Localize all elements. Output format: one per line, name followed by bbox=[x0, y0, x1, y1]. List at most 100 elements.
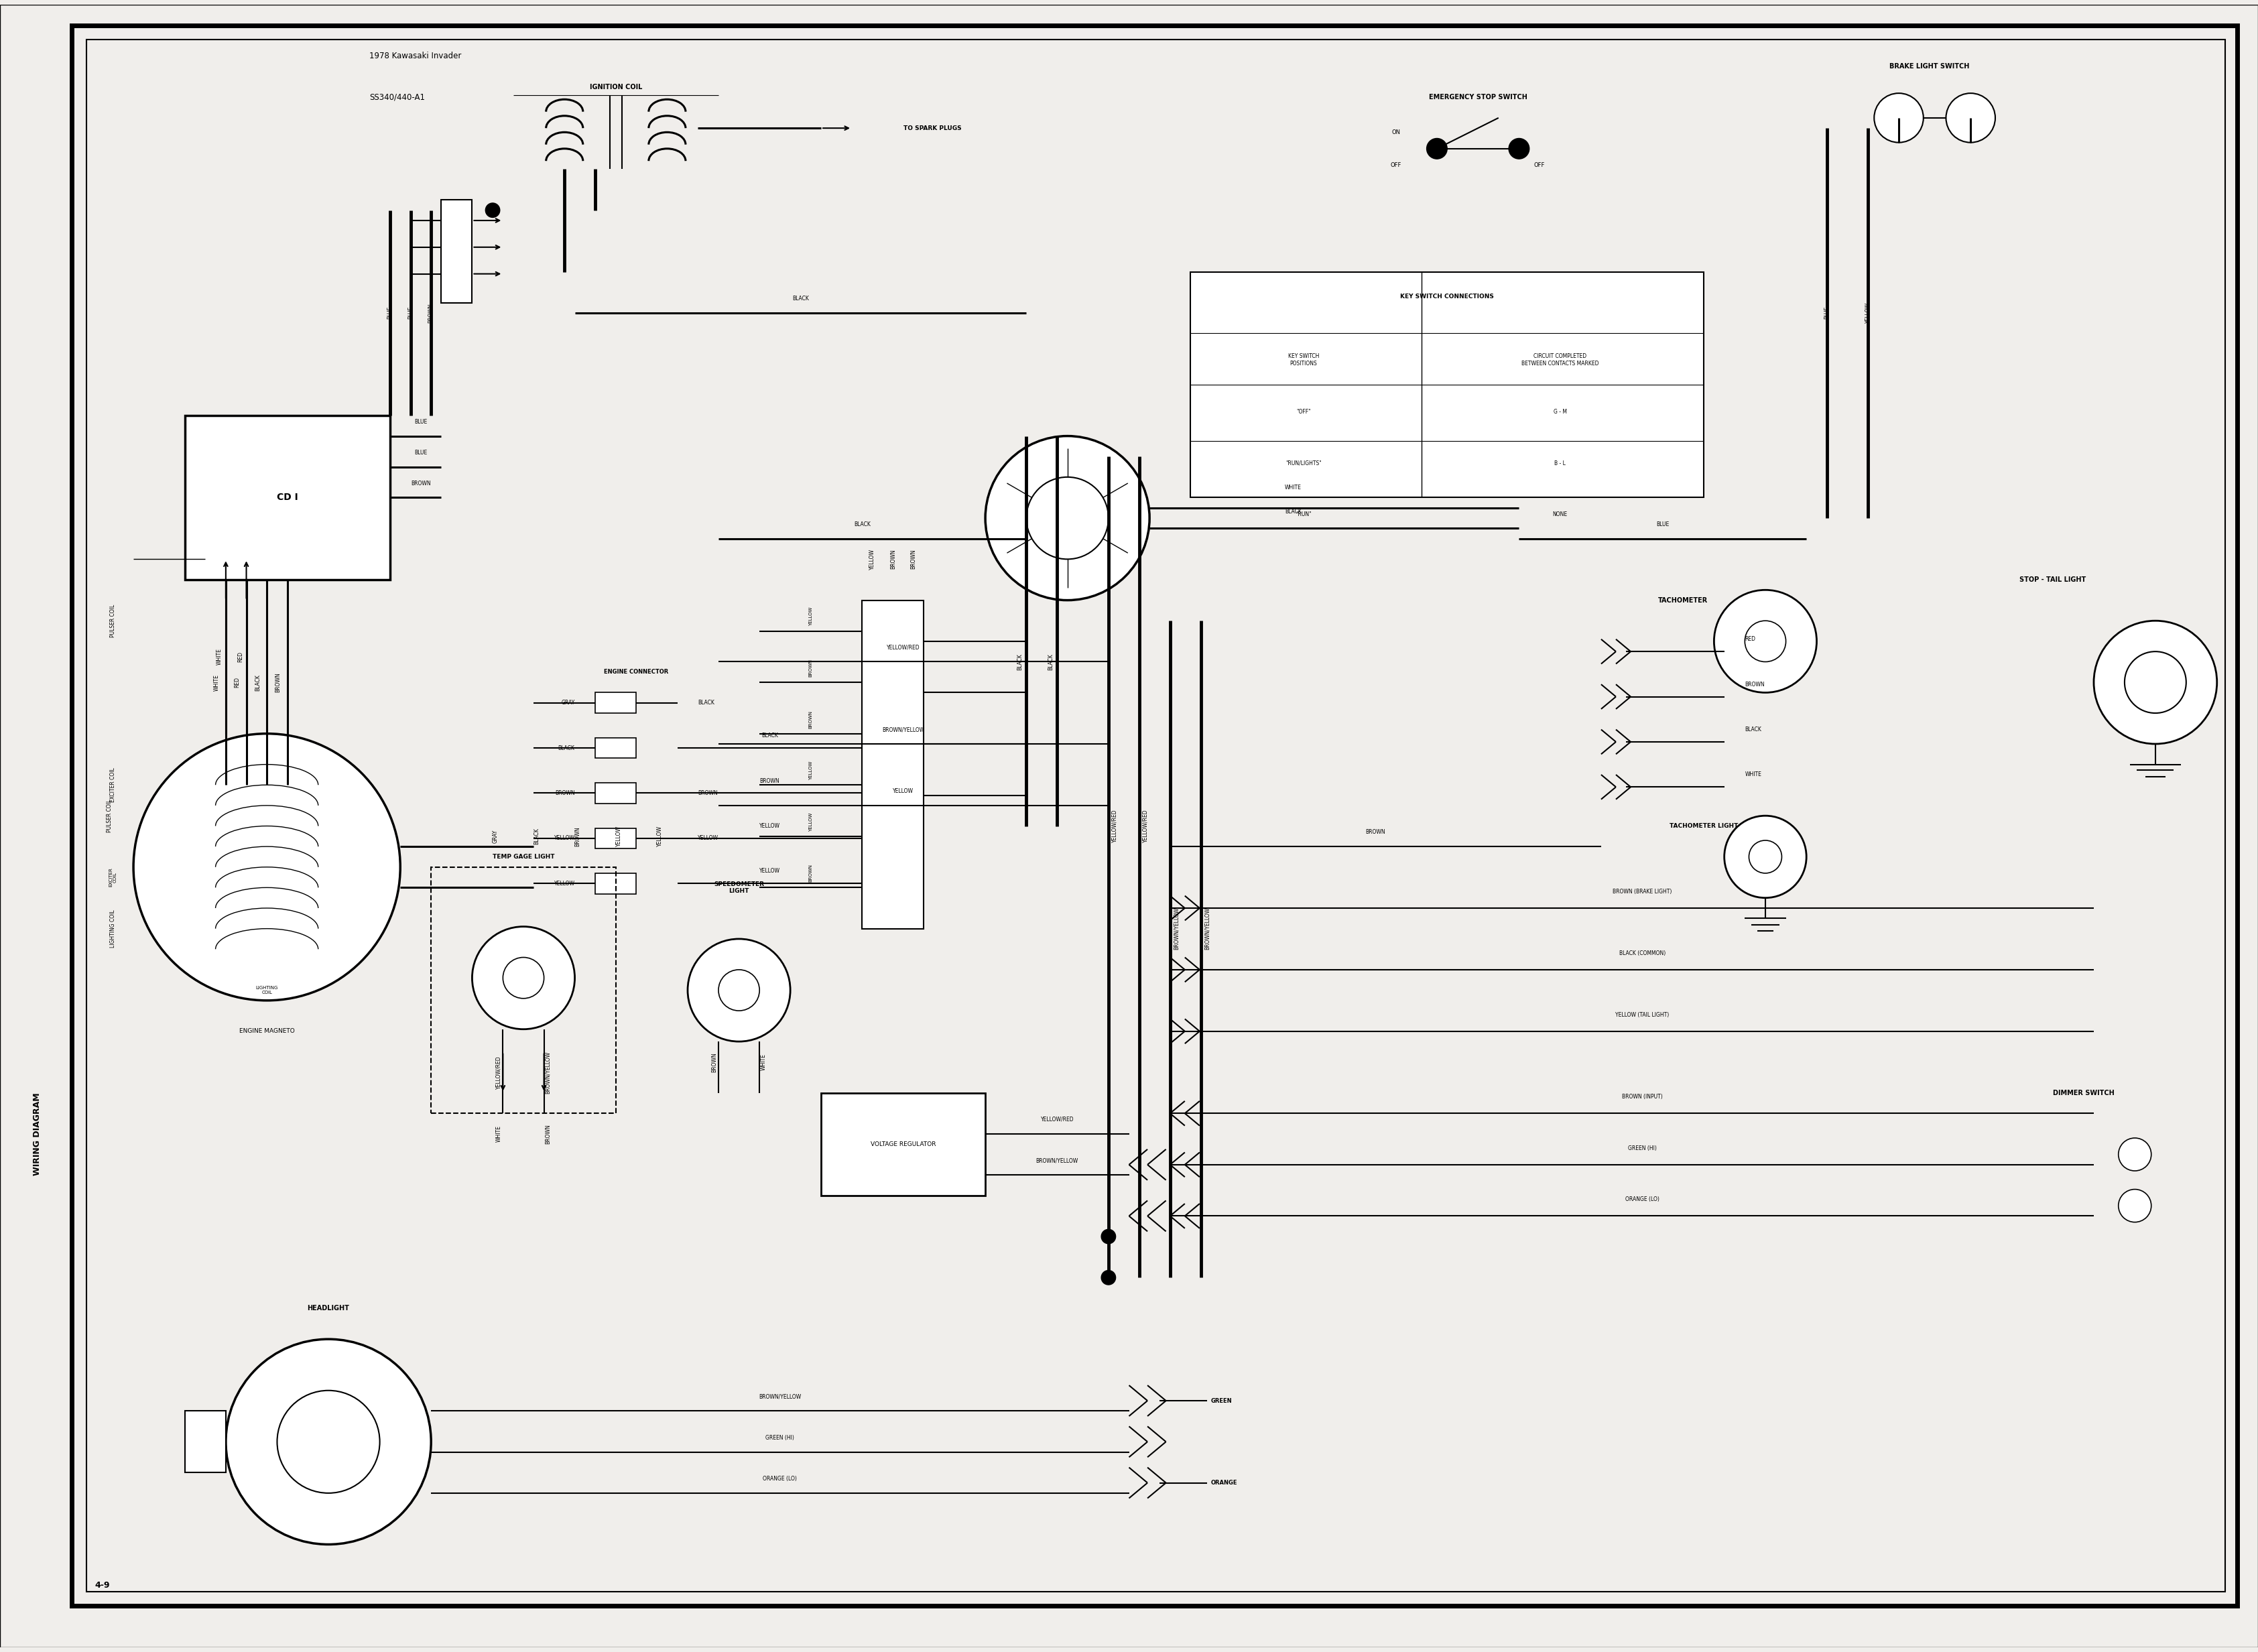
Text: CD I: CD I bbox=[278, 492, 298, 502]
Text: GRAY: GRAY bbox=[562, 700, 576, 705]
Circle shape bbox=[1874, 93, 1924, 142]
Bar bbox=[596, 783, 637, 803]
Circle shape bbox=[984, 436, 1149, 600]
Text: YELLOW: YELLOW bbox=[808, 813, 813, 831]
Text: SPEEDOMETER
LIGHT: SPEEDOMETER LIGHT bbox=[714, 881, 763, 894]
Text: HEADLIGHT: HEADLIGHT bbox=[307, 1305, 350, 1312]
Bar bbox=[1190, 273, 1705, 497]
Text: YELLOW: YELLOW bbox=[869, 548, 876, 570]
Circle shape bbox=[2093, 621, 2217, 743]
Text: G - M: G - M bbox=[1554, 408, 1567, 415]
Text: PULSER COIL: PULSER COIL bbox=[111, 605, 115, 638]
Text: BLACK: BLACK bbox=[761, 733, 779, 738]
Circle shape bbox=[278, 1391, 379, 1493]
Text: RED: RED bbox=[235, 677, 239, 687]
Text: ON: ON bbox=[1391, 129, 1400, 135]
Circle shape bbox=[1508, 139, 1529, 159]
Text: BLACK: BLACK bbox=[1745, 727, 1761, 732]
Text: BROWN: BROWN bbox=[1745, 681, 1766, 687]
Circle shape bbox=[689, 938, 790, 1041]
Bar bbox=[822, 1094, 984, 1196]
Text: BROWN/YELLOW: BROWN/YELLOW bbox=[1036, 1158, 1079, 1163]
Text: BROWN: BROWN bbox=[808, 659, 813, 677]
Text: BROWN: BROWN bbox=[761, 778, 779, 783]
Circle shape bbox=[2125, 651, 2186, 714]
Text: BROWN: BROWN bbox=[808, 864, 813, 882]
Text: BLACK: BLACK bbox=[854, 522, 872, 527]
Text: TEMP GAGE LIGHT: TEMP GAGE LIGHT bbox=[492, 854, 555, 859]
Text: RED: RED bbox=[237, 651, 244, 662]
Text: BROWN: BROWN bbox=[576, 826, 580, 846]
Text: YELLOW: YELLOW bbox=[657, 826, 664, 847]
Text: BROWN/YELLOW: BROWN/YELLOW bbox=[544, 1051, 551, 1094]
Text: BROWN/YELLOW: BROWN/YELLOW bbox=[883, 727, 924, 732]
Circle shape bbox=[1745, 621, 1786, 662]
Text: GREEN: GREEN bbox=[1210, 1398, 1233, 1404]
Circle shape bbox=[1750, 841, 1782, 874]
Text: YELLOW: YELLOW bbox=[553, 881, 576, 887]
Text: BROWN: BROWN bbox=[555, 790, 576, 796]
Circle shape bbox=[1714, 590, 1818, 692]
Circle shape bbox=[1946, 93, 1996, 142]
Text: BLACK: BLACK bbox=[793, 296, 808, 302]
Circle shape bbox=[718, 970, 759, 1011]
Text: ORANGE: ORANGE bbox=[1210, 1480, 1237, 1485]
Text: YELLOW: YELLOW bbox=[759, 869, 781, 874]
Text: ENGINE CONNECTOR: ENGINE CONNECTOR bbox=[605, 669, 668, 676]
Text: YELLOW: YELLOW bbox=[1865, 302, 1872, 324]
Bar bbox=[185, 1411, 226, 1472]
Text: BROWN/YELLOW: BROWN/YELLOW bbox=[1174, 907, 1179, 950]
Text: BLUE: BLUE bbox=[415, 449, 427, 456]
Bar bbox=[431, 867, 616, 1113]
Text: PULSER COIL: PULSER COIL bbox=[106, 800, 113, 833]
Text: WHITE: WHITE bbox=[1285, 484, 1301, 491]
Text: TACHOMETER LIGHT: TACHOMETER LIGHT bbox=[1669, 823, 1739, 829]
Text: WHITE: WHITE bbox=[217, 648, 224, 666]
Text: WHITE: WHITE bbox=[497, 1125, 501, 1142]
Text: BLUE: BLUE bbox=[1824, 306, 1829, 319]
Bar bbox=[863, 600, 924, 928]
Text: KEY SWITCH
POSITIONS: KEY SWITCH POSITIONS bbox=[1287, 354, 1319, 367]
Circle shape bbox=[2118, 1189, 2152, 1222]
Text: IGNITION COIL: IGNITION COIL bbox=[589, 84, 641, 91]
Text: BROWN: BROWN bbox=[429, 302, 434, 322]
Text: CIRCUIT COMPLETED
BETWEEN CONTACTS MARKED: CIRCUIT COMPLETED BETWEEN CONTACTS MARKE… bbox=[1522, 354, 1599, 367]
Text: YELLOW/RED: YELLOW/RED bbox=[1111, 809, 1118, 843]
Circle shape bbox=[1027, 477, 1109, 558]
Text: OFF: OFF bbox=[1391, 162, 1402, 169]
Circle shape bbox=[1102, 1229, 1115, 1244]
Text: ENGINE MAGNETO: ENGINE MAGNETO bbox=[239, 1028, 294, 1034]
Text: YELLOW/RED: YELLOW/RED bbox=[887, 644, 919, 651]
Text: YELLOW: YELLOW bbox=[698, 836, 718, 841]
Text: "RUN": "RUN" bbox=[1296, 512, 1312, 517]
Text: BROWN: BROWN bbox=[544, 1123, 551, 1143]
Text: DIMMER SWITCH: DIMMER SWITCH bbox=[2053, 1089, 2113, 1097]
Text: YELLOW/RED: YELLOW/RED bbox=[1041, 1117, 1075, 1123]
Text: WHITE: WHITE bbox=[761, 1054, 768, 1070]
Text: EXCITER COIL: EXCITER COIL bbox=[111, 768, 115, 803]
Text: BROWN: BROWN bbox=[808, 710, 813, 729]
Text: BLACK: BLACK bbox=[1048, 654, 1054, 671]
Text: YELLOW: YELLOW bbox=[759, 823, 781, 829]
Text: YELLOW: YELLOW bbox=[553, 836, 576, 841]
Text: EMERGENCY STOP SWITCH: EMERGENCY STOP SWITCH bbox=[1429, 94, 1526, 101]
Text: RED: RED bbox=[1745, 636, 1754, 643]
Text: ORANGE (LO): ORANGE (LO) bbox=[763, 1475, 797, 1482]
Text: BLACK: BLACK bbox=[1285, 509, 1301, 515]
Text: BROWN: BROWN bbox=[910, 548, 917, 568]
Text: "RUN/LIGHTS": "RUN/LIGHTS" bbox=[1285, 461, 1321, 466]
Text: BLACK: BLACK bbox=[1016, 654, 1023, 671]
Text: BLUE: BLUE bbox=[415, 418, 427, 425]
Text: 1978 Kawasaki Invader: 1978 Kawasaki Invader bbox=[370, 51, 461, 61]
Circle shape bbox=[472, 927, 576, 1029]
Text: WHITE: WHITE bbox=[215, 674, 219, 691]
Text: "OFF": "OFF" bbox=[1296, 408, 1310, 415]
Bar bbox=[185, 416, 391, 580]
Circle shape bbox=[485, 203, 499, 218]
Text: EXCITER
COIL: EXCITER COIL bbox=[108, 867, 117, 887]
Bar bbox=[596, 738, 637, 758]
Circle shape bbox=[226, 1340, 431, 1545]
Text: YELLOW: YELLOW bbox=[808, 762, 813, 780]
Text: BROWN: BROWN bbox=[1366, 829, 1384, 836]
Text: TO SPARK PLUGS: TO SPARK PLUGS bbox=[903, 126, 962, 131]
